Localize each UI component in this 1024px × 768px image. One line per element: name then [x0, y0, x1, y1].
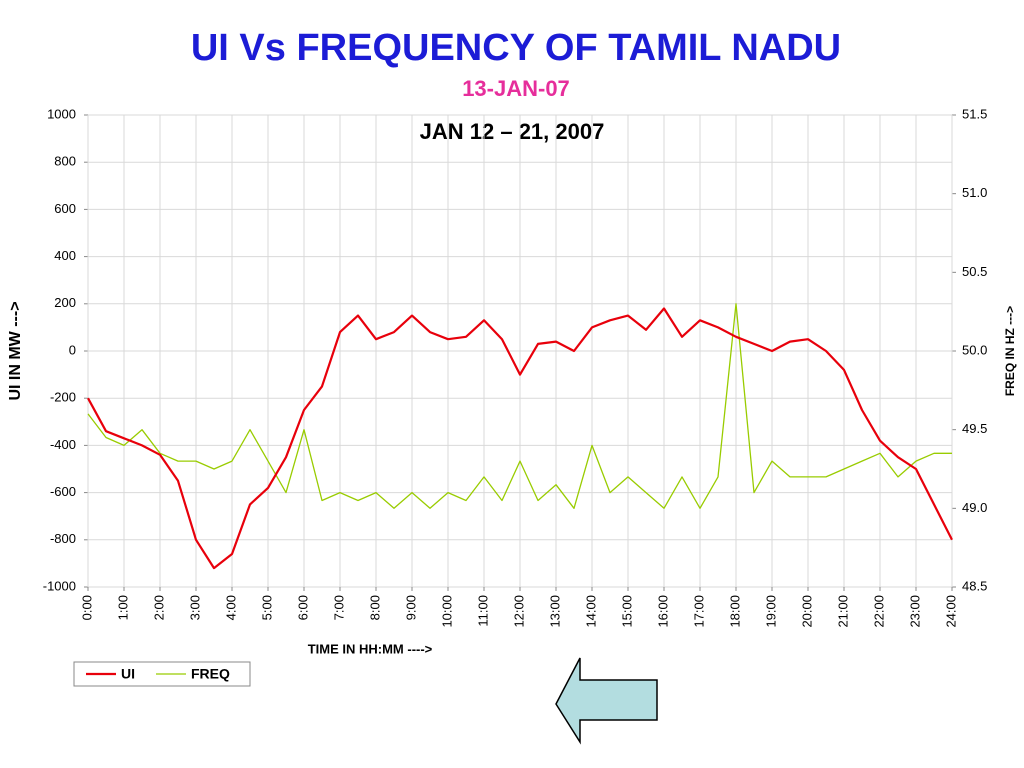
- y-tick-label: 600: [54, 201, 76, 216]
- y2-tick-label: 49.5: [962, 421, 987, 436]
- y-tick-label: 200: [54, 295, 76, 310]
- x-tick-label: 15:00: [619, 595, 634, 628]
- x-tick-label: 5:00: [259, 595, 274, 620]
- y-tick-label: 400: [54, 248, 76, 263]
- y-tick-label: -800: [50, 531, 76, 546]
- x-tick-label: 9:00: [403, 595, 418, 620]
- y-axis-label: UI IN MW --->: [7, 301, 24, 400]
- y-tick-label: -400: [50, 437, 76, 452]
- x-tick-label: 19:00: [763, 595, 778, 628]
- x-tick-label: 7:00: [331, 595, 346, 620]
- x-tick-label: 12:00: [511, 595, 526, 628]
- x-tick-label: 8:00: [367, 595, 382, 620]
- x-tick-label: 21:00: [835, 595, 850, 628]
- x-tick-label: 0:00: [79, 595, 94, 620]
- chart-title: UI Vs FREQUENCY OF TAMIL NADU: [191, 27, 841, 69]
- x-tick-label: 4:00: [223, 595, 238, 620]
- x-tick-label: 2:00: [151, 595, 166, 620]
- x-tick-label: 23:00: [907, 595, 922, 628]
- y-tick-label: -200: [50, 390, 76, 405]
- y2-tick-label: 48.5: [962, 578, 987, 593]
- x-tick-label: 24:00: [943, 595, 958, 628]
- x-tick-label: 13:00: [547, 595, 562, 628]
- y2-tick-label: 51.5: [962, 106, 987, 121]
- legend-label: UI: [121, 666, 135, 682]
- y-tick-label: 800: [54, 154, 76, 169]
- annotation: JAN 12 – 21, 2007: [420, 119, 605, 144]
- x-tick-label: 6:00: [295, 595, 310, 620]
- x-tick-label: 10:00: [439, 595, 454, 628]
- x-tick-label: 22:00: [871, 595, 886, 628]
- y2-tick-label: 49.0: [962, 500, 987, 515]
- y2-tick-label: 50.0: [962, 342, 987, 357]
- y2-tick-label: 51.0: [962, 185, 987, 200]
- y-tick-label: -1000: [43, 578, 76, 593]
- y-tick-label: 0: [69, 342, 76, 357]
- x-tick-label: 18:00: [727, 595, 742, 628]
- chart-subtitle: 13-JAN-07: [462, 76, 570, 101]
- x-tick-label: 20:00: [799, 595, 814, 628]
- y2-axis-label: FREQ IN HZ --->: [1003, 306, 1017, 396]
- series-line: [87, 307, 953, 570]
- y-tick-label: -600: [50, 484, 76, 499]
- x-axis-label: TIME IN HH:MM ---->: [308, 641, 433, 656]
- x-tick-label: 17:00: [691, 595, 706, 628]
- x-tick-label: 11:00: [475, 595, 490, 627]
- legend-label: FREQ: [191, 666, 230, 682]
- x-tick-label: 14:00: [583, 595, 598, 628]
- y-tick-label: 1000: [47, 106, 76, 121]
- series-line: [87, 303, 952, 509]
- x-tick-label: 3:00: [187, 595, 202, 620]
- arrow-icon: [555, 657, 658, 745]
- y2-tick-label: 50.5: [962, 264, 987, 279]
- x-tick-label: 16:00: [655, 595, 670, 628]
- x-tick-label: 1:00: [115, 595, 130, 620]
